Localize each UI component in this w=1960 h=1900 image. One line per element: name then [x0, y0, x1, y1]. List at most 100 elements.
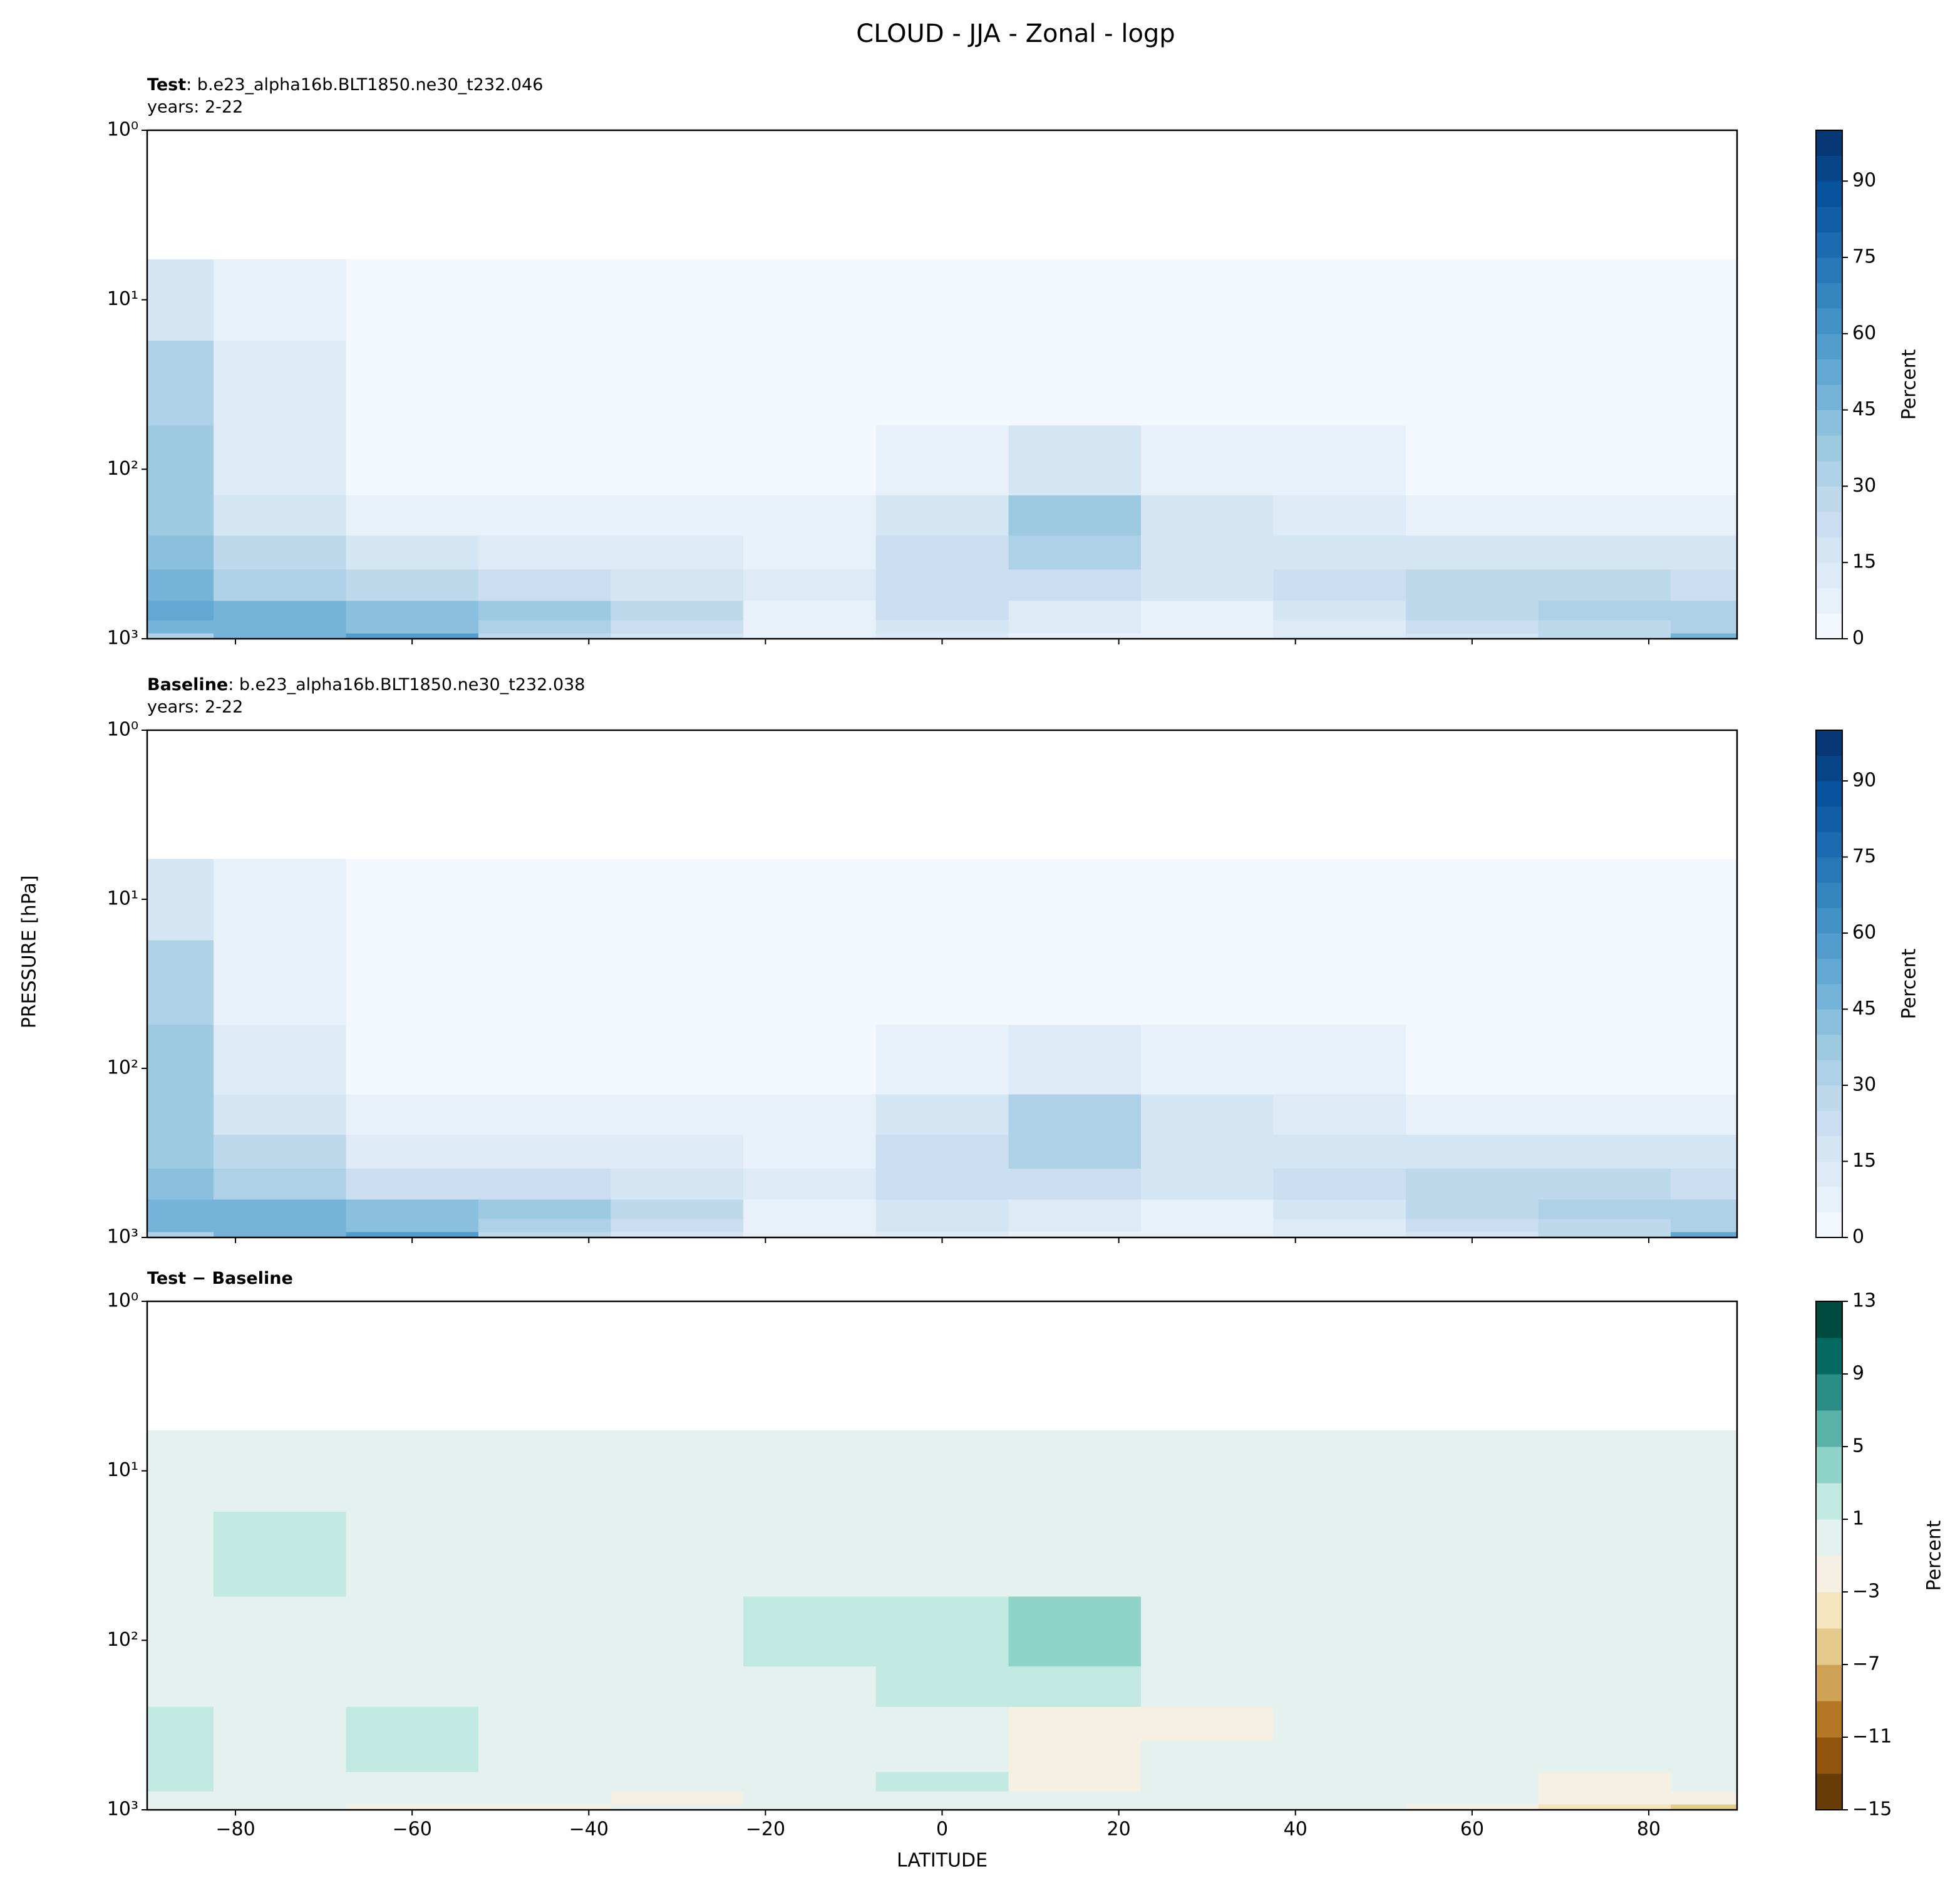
- contour-cell: [875, 600, 1009, 621]
- colorbar-band: [1816, 832, 1842, 857]
- contour-cell: [346, 1804, 479, 1810]
- contour-cell: [1671, 1093, 1737, 1135]
- colorbar-band: [1816, 460, 1842, 487]
- contour-cell: [1273, 1199, 1407, 1219]
- contour-cell: [1406, 569, 1539, 601]
- contour-cell: [346, 619, 479, 634]
- contour-cell: [346, 939, 479, 1025]
- contour-cell: [213, 859, 347, 941]
- contour-cell: [1008, 535, 1142, 570]
- contour-cell: [213, 259, 347, 341]
- colorbar-tick-label: 60: [1852, 322, 1876, 344]
- contour-cell: [1538, 600, 1672, 621]
- contour-cell: [611, 1666, 745, 1707]
- colorbar-band: [1816, 958, 1842, 984]
- y-tick-label: 10⁰: [107, 719, 138, 741]
- contour-cell: [1538, 1199, 1672, 1219]
- colorbar-band: [1816, 435, 1842, 462]
- contour-cell: [743, 859, 877, 941]
- colorbar-tick-label: 45: [1852, 998, 1876, 1020]
- colorbar-band: [1816, 410, 1842, 436]
- colorbar-band: [1816, 1556, 1842, 1593]
- contour-cell: [1538, 1666, 1672, 1707]
- contour-cell: [875, 632, 1009, 639]
- colorbar-tick-label: 30: [1852, 1074, 1876, 1096]
- contour-cell: [213, 1093, 347, 1135]
- colorbar-band: [1816, 512, 1842, 538]
- contour-cell: [875, 1596, 1009, 1667]
- contour-cell: [1140, 1740, 1274, 1772]
- contour-cell: [611, 569, 745, 601]
- contour-cell: [1406, 1024, 1539, 1095]
- contour-cell: [1140, 1167, 1274, 1200]
- contour-cell: [875, 495, 1009, 536]
- contour-cell: [875, 1740, 1009, 1772]
- colorbar-band: [1816, 1085, 1842, 1111]
- contour-cell: [147, 1790, 214, 1805]
- contour-cell: [1671, 1024, 1737, 1095]
- contour-cell: [1140, 632, 1274, 639]
- contour-cell: [346, 1511, 479, 1597]
- contour-cell: [743, 569, 877, 601]
- contour-cell: [1406, 1666, 1539, 1707]
- colorbar-band: [1816, 984, 1842, 1009]
- colorbar-tick-label: 75: [1852, 246, 1876, 268]
- contour-cell: [147, 859, 214, 941]
- contour-cell: [1406, 535, 1539, 570]
- contour-cell: [743, 1430, 877, 1512]
- contour-cell: [611, 1231, 745, 1237]
- colorbar-band: [1816, 1774, 1842, 1810]
- contour-cell: [1140, 1771, 1274, 1792]
- colorbar-band: [1816, 907, 1842, 934]
- colorbar-band: [1816, 1338, 1842, 1375]
- x-tick-label: −40: [569, 1819, 609, 1841]
- colorbar-tick-label: −15: [1852, 1799, 1892, 1820]
- contour-cell: [1273, 1430, 1407, 1512]
- contour-cell: [213, 1231, 347, 1237]
- contour-cell: [611, 1771, 745, 1792]
- contour-cell: [1008, 1024, 1142, 1095]
- contour-cell: [1671, 1666, 1737, 1707]
- contour-cell: [1273, 1790, 1407, 1805]
- contour-cell: [1140, 1134, 1274, 1169]
- contour-cell: [346, 1666, 479, 1707]
- colorbar-band: [1816, 333, 1842, 359]
- contour-cell: [1008, 1771, 1142, 1792]
- contour-field: [147, 1430, 1737, 1810]
- colorbar-band: [1816, 537, 1842, 563]
- contour-cell: [1273, 1218, 1407, 1232]
- contour-cell: [611, 1167, 745, 1200]
- contour-cell: [147, 1218, 214, 1232]
- contour-cell: [1538, 1511, 1672, 1597]
- contour-cell: [743, 535, 877, 570]
- contour-cell: [1008, 600, 1142, 621]
- contour-cell: [346, 340, 479, 426]
- contour-cell: [1273, 1511, 1407, 1597]
- contour-cell: [346, 495, 479, 536]
- contour-cell: [1538, 1024, 1672, 1095]
- contour-cell: [1140, 1790, 1274, 1805]
- contour-cell: [147, 1167, 214, 1200]
- contour-cell: [611, 495, 745, 536]
- contour-cell: [478, 535, 612, 570]
- colorbar-band: [1816, 1737, 1842, 1774]
- contour-cell: [743, 632, 877, 639]
- contour-cell: [478, 1024, 612, 1095]
- contour-cell: [1671, 632, 1737, 639]
- contour-cell: [147, 259, 214, 341]
- contour-cell: [346, 632, 479, 639]
- contour-cell: [1671, 495, 1737, 536]
- contour-cell: [743, 619, 877, 634]
- colorbar-band: [1816, 1665, 1842, 1701]
- colorbar-band: [1816, 730, 1842, 756]
- contour-cell: [1140, 619, 1274, 634]
- contour-cell: [1273, 632, 1407, 639]
- contour-cell: [1406, 495, 1539, 536]
- contour-cell: [1406, 939, 1539, 1025]
- contour-cell: [743, 1167, 877, 1200]
- contour-cell: [1406, 1199, 1539, 1219]
- contour-cell: [478, 1093, 612, 1135]
- contour-cell: [1140, 1706, 1274, 1741]
- contour-cell: [478, 1666, 612, 1707]
- y-tick-label: 10³: [107, 1226, 138, 1248]
